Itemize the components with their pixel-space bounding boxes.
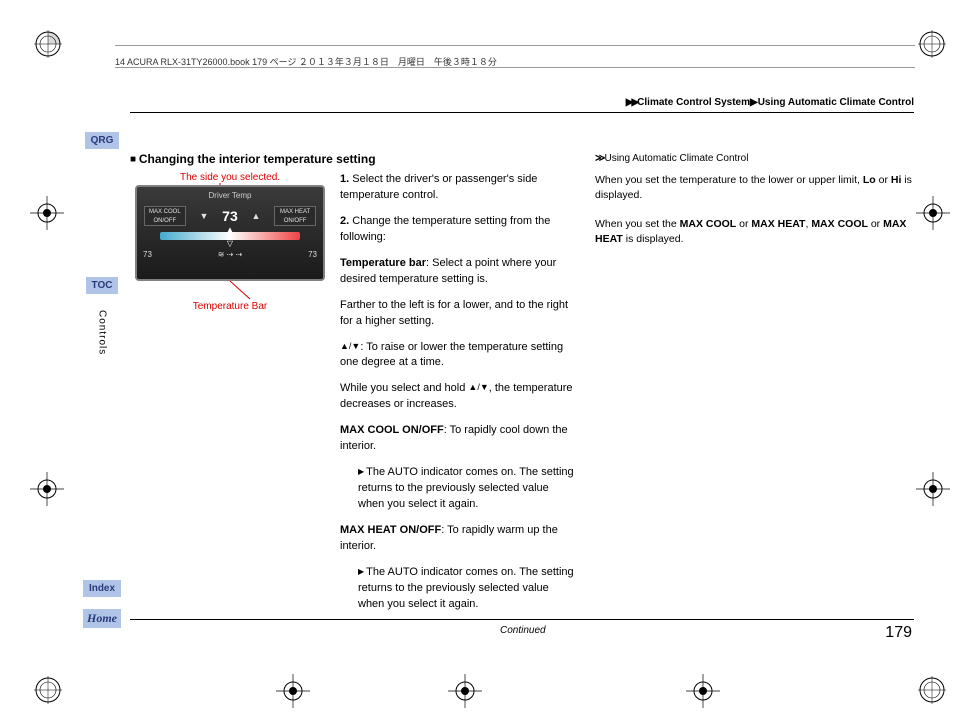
cross-mark-bottom-2 [448,674,482,708]
body-text: Temperature bar: Select a point where yo… [340,256,575,613]
page-content: Changing the interior temperature settin… [130,152,930,633]
cross-mark-left-1 [30,196,64,230]
badge-index[interactable]: Index [83,580,121,597]
cross-mark-left-2 [30,472,64,506]
sn-p1d: Hi [891,174,902,186]
badge-qrg[interactable]: QRG [85,132,120,149]
annotation-bottom: Temperature Bar [130,301,330,312]
p5-sub: The AUTO indicator comes on. The setting… [340,465,575,513]
reg-mark-bl [34,676,62,704]
continued-label: Continued [500,625,546,636]
p5-label: MAX COOL ON/OFF [340,424,444,436]
annotation-top: The side you selected. [130,172,330,183]
left-column: Changing the interior temperature settin… [130,152,575,633]
sn-p1a: When you set the temperature to the lowe… [595,174,863,186]
right-column: Using Automatic Climate Control When you… [595,152,930,633]
figure-and-steps: The side you selected. Driver Temp MAX C… [130,172,575,623]
step2-text: Change the temperature setting from the … [340,215,550,243]
sidebar-top: QRG TOC Controls [82,132,122,355]
p4-icons: ▲/▼ [468,382,488,392]
breadcrumb: ▶▶Climate Control System▶Using Automatic… [626,97,914,108]
triangle-down-icon: ▽ [227,239,233,248]
pointer-bottom [130,281,330,299]
climate-screen: Driver Temp MAX COOLON/OFF ▼ 73 ▲ MAX HE… [135,185,325,281]
figure: The side you selected. Driver Temp MAX C… [130,172,330,623]
temperature-bar[interactable]: ▲ ▽ [160,232,300,240]
max-cool-button[interactable]: MAX COOLON/OFF [144,206,186,226]
badge-home[interactable]: Home [83,609,121,628]
cross-mark-bottom-3 [686,674,720,708]
p3-text: : To raise or lower the temperature sett… [340,341,563,369]
step2-num: 2. [340,215,349,227]
sidebar-bottom: Index Home [82,580,122,628]
status-right: 73 [308,250,317,259]
p3-icons: ▲/▼ [340,341,360,351]
breadcrumb-rule [130,112,914,113]
side-heading: Using Automatic Climate Control [595,152,930,167]
sn-p1c: or [876,174,891,186]
sn-p1b: Lo [863,174,876,186]
reg-mark-br [918,676,946,704]
step1-num: 1. [340,173,349,185]
sn-p2g: or [868,218,883,230]
sn-p2d: MAX HEAT [751,218,805,230]
breadcrumb-section: Climate Control System [637,97,750,108]
page-number: 179 [885,624,912,642]
sn-p2a: When you set the [595,218,680,230]
header-rule-bot [115,67,915,68]
p1-label: Temperature bar [340,257,426,269]
section-tab-controls: Controls [97,310,108,355]
triangle-up-icon: ▲ [226,225,234,234]
section-title: Changing the interior temperature settin… [130,152,575,166]
status-left: 73 [143,250,152,259]
p2-text: Farther to the left is for a lower, and … [340,298,575,330]
badge-toc[interactable]: TOC [86,277,119,294]
mode-icons: ≋ ⇢ ⇢ [218,250,243,259]
header-rule-top [115,45,915,46]
reg-mark-tl [34,30,62,58]
sn-p2f: MAX COOL [811,218,868,230]
p6-label: MAX HEAT ON/OFF [340,524,441,536]
temp-readout: 73 [222,208,238,224]
sn-p2c: or [736,218,751,230]
cross-mark-bottom-1 [276,674,310,708]
bottom-rule [130,619,914,620]
step1-text: Select the driver's or passenger's side … [340,173,537,201]
screen-title: Driver Temp [137,187,323,200]
max-heat-button[interactable]: MAX HEATON/OFF [274,206,316,226]
sn-p2i: is displayed. [623,233,684,245]
steps: 1. Select the driver's or passenger's si… [340,172,575,623]
p4-text-a: While you select and hold [340,382,468,394]
p6-sub: The AUTO indicator comes on. The setting… [340,565,575,613]
sn-p2b: MAX COOL [680,218,737,230]
reg-mark-tr [918,30,946,58]
breadcrumb-subsection: Using Automatic Climate Control [758,97,914,108]
